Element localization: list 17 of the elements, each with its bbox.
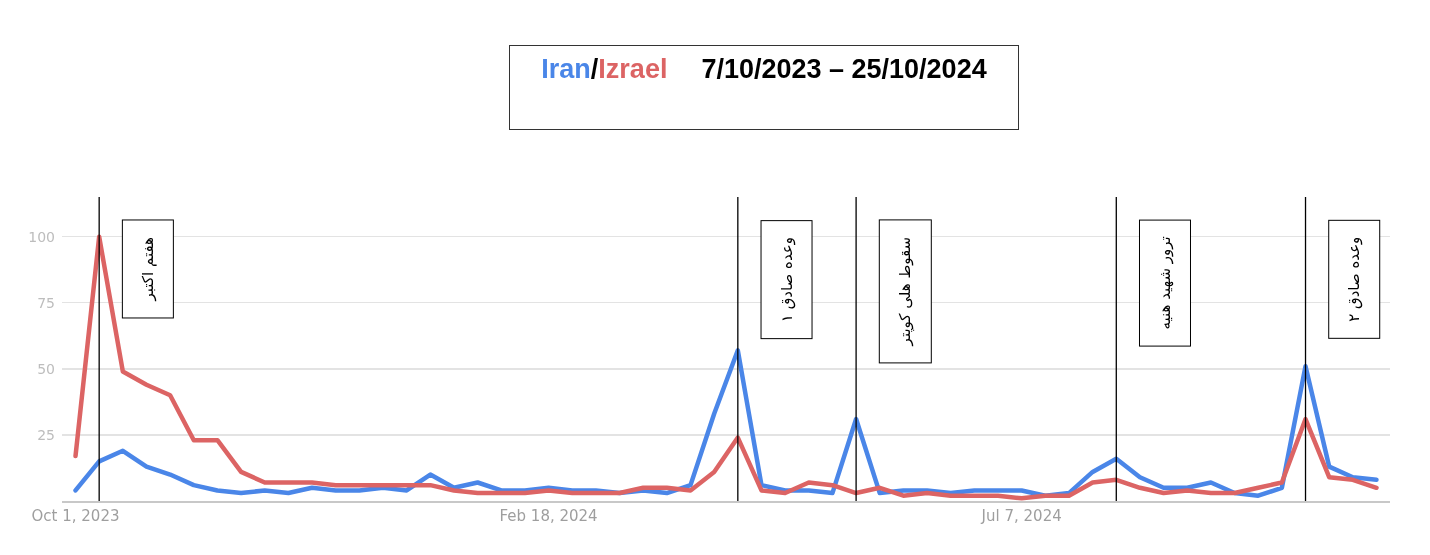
text: Izrael [598,54,668,84]
ref-line-label: ترور شهید هنیه [1155,236,1174,330]
ref-line-label: وعده صادق ۲ [1345,236,1364,322]
y-tick-label: 75 [37,294,55,311]
y-tick-label: 25 [37,426,55,443]
text: / [590,54,599,84]
x-tick-label: Jul 7, 2024 [980,507,1062,525]
ref-line-label: وعده صادق ۱ [777,236,796,323]
line-series [73,234,1379,501]
y-tick-label: 100 [28,228,55,245]
x-tick-label: Oct 1, 2023 [31,507,120,525]
x-tick-label: Feb 18, 2024 [499,507,598,525]
chart-title: 7/10/2023 – 25/10/2024 [701,54,987,84]
y-tick-label: 50 [37,360,55,377]
text: Iran [541,54,591,84]
ref-line-label: سقوط هلی کوپتر [895,236,915,347]
ref-line-label: هفتم اکتبر [138,236,157,302]
